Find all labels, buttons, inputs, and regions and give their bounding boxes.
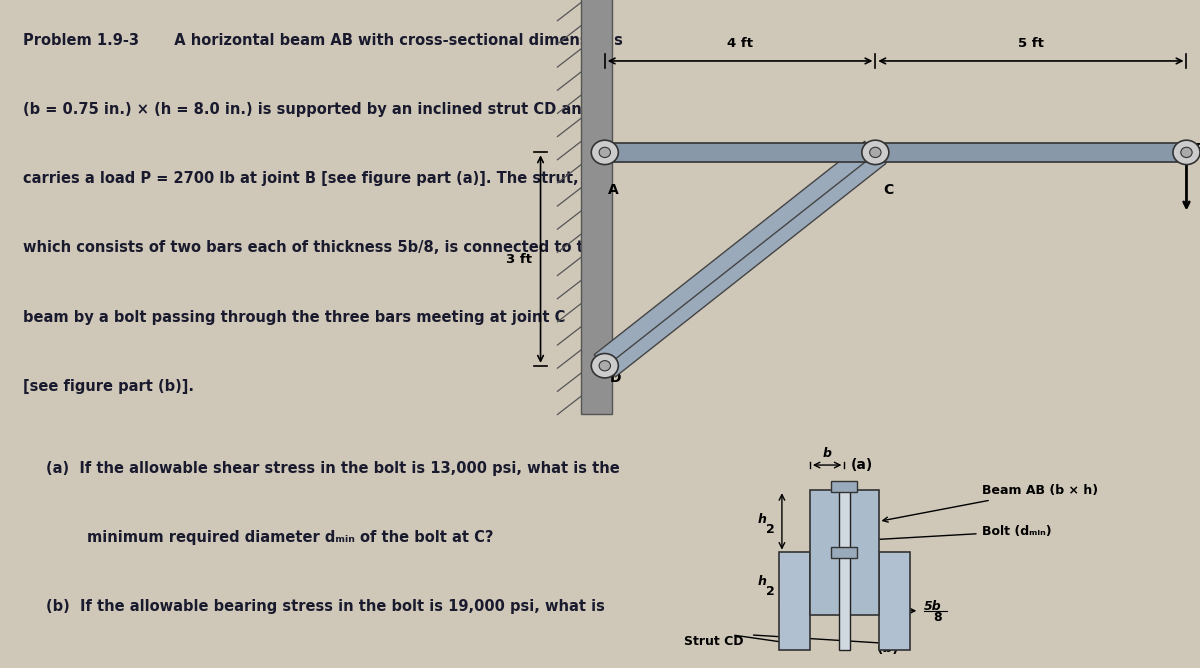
Circle shape: [599, 361, 611, 371]
Text: (a)  If the allowable shear stress in the bolt is 13,000 psi, what is the: (a) If the allowable shear stress in the…: [46, 461, 619, 476]
Text: D: D: [611, 371, 622, 385]
Text: 2: 2: [767, 585, 775, 598]
Polygon shape: [604, 152, 886, 377]
Polygon shape: [594, 142, 876, 367]
Text: (a): (a): [851, 458, 872, 472]
Text: Problem 1.9-3: Problem 1.9-3: [23, 33, 139, 47]
Text: h: h: [757, 513, 767, 526]
Text: carries a load P = 2700 lb at joint B [see figure part (a)]. The strut,: carries a load P = 2700 lb at joint B [s…: [23, 171, 578, 186]
Text: h: h: [757, 575, 767, 588]
Text: minimum required diameter dₘᵢₙ of the bolt at C?: minimum required diameter dₘᵢₙ of the bo…: [46, 530, 493, 545]
Circle shape: [870, 147, 881, 158]
Text: A horizontal beam AB with cross-sectional dimensions: A horizontal beam AB with cross-sectiona…: [164, 33, 623, 47]
Text: Strut CD: Strut CD: [684, 635, 743, 649]
Circle shape: [1172, 140, 1200, 164]
Text: beam by a bolt passing through the three bars meeting at joint C: beam by a bolt passing through the three…: [23, 310, 565, 325]
Bar: [779, 552, 810, 650]
Circle shape: [592, 140, 618, 164]
Text: 4 ft: 4 ft: [727, 37, 754, 50]
Text: P: P: [1199, 179, 1200, 193]
Circle shape: [599, 147, 611, 158]
Text: 2: 2: [767, 522, 775, 536]
Bar: [605, 143, 1187, 162]
Text: which consists of two bars each of thickness 5b/8, is connected to the: which consists of two bars each of thick…: [23, 240, 605, 255]
Text: (b)  If the allowable bearing stress in the bolt is 19,000 psi, what is: (b) If the allowable bearing stress in t…: [46, 599, 605, 615]
Bar: [810, 490, 878, 615]
Text: Bolt (dₘᵢₙ): Bolt (dₘᵢₙ): [857, 525, 1051, 543]
Text: 8: 8: [932, 611, 942, 625]
Text: 3 ft: 3 ft: [506, 253, 533, 266]
Text: [see figure part (b)].: [see figure part (b)].: [23, 379, 194, 394]
Text: b: b: [823, 448, 832, 460]
Bar: [839, 482, 850, 650]
Text: (b = 0.75 in.) × (h = 8.0 in.) is supported by an inclined strut CD and: (b = 0.75 in.) × (h = 8.0 in.) is suppor…: [23, 102, 593, 117]
Bar: [832, 547, 858, 558]
Text: 5 ft: 5 ft: [1018, 37, 1044, 50]
Bar: [878, 552, 910, 650]
Circle shape: [862, 140, 889, 164]
Bar: [581, 0, 612, 414]
Text: (b): (b): [877, 641, 899, 655]
Text: C: C: [883, 183, 894, 197]
Circle shape: [592, 353, 618, 378]
Text: B: B: [1194, 142, 1200, 156]
Circle shape: [1181, 147, 1192, 158]
Text: A: A: [608, 183, 619, 197]
Bar: [832, 482, 858, 492]
Text: Beam AB (b × h): Beam AB (b × h): [883, 484, 1098, 522]
Text: 5b: 5b: [924, 600, 942, 613]
